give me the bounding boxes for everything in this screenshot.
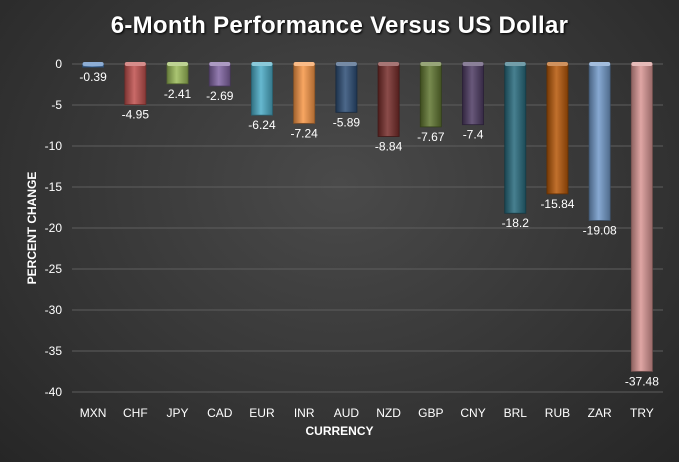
data-label-mxn: -0.39 xyxy=(79,70,107,84)
bars xyxy=(82,62,653,372)
x-tick-label: AUD xyxy=(334,406,360,420)
bar-cap xyxy=(82,62,104,66)
x-tick-label: CNY xyxy=(460,406,485,420)
y-tick-label: -20 xyxy=(45,221,63,235)
bar-cap xyxy=(335,62,357,66)
data-label-eur: -6.24 xyxy=(248,118,276,132)
data-label-aud: -5.89 xyxy=(333,115,361,129)
data-label-brl: -18.2 xyxy=(502,216,530,230)
bar-cap xyxy=(378,62,400,66)
bar-cap xyxy=(124,62,146,66)
data-label-nzd: -8.84 xyxy=(375,139,403,153)
bar-jpy xyxy=(166,63,189,85)
bar-cap xyxy=(209,62,231,66)
x-tick-label: GBP xyxy=(418,406,443,420)
bar-rub xyxy=(546,63,569,195)
data-label-inr: -7.24 xyxy=(290,126,318,140)
y-tick-label: -35 xyxy=(45,344,63,358)
bar-cap xyxy=(293,62,315,66)
bar-eur xyxy=(251,63,273,116)
y-tick-label: -40 xyxy=(45,385,63,399)
bar-cap xyxy=(462,62,484,66)
x-tick-label: NZD xyxy=(376,406,401,420)
data-label-zar: -19.08 xyxy=(583,223,617,237)
bar-cny xyxy=(462,63,484,126)
chart-title: 6-Month Performance Versus US Dollar xyxy=(110,12,569,39)
data-labels: -0.39 -4.95 -2.41 -2.69 -6.24 -7.24 -5.89 -8.84… xyxy=(79,70,659,388)
x-tick-label: ZAR xyxy=(588,406,612,420)
y-tick-label: -5 xyxy=(51,98,62,112)
y-tick-label: -15 xyxy=(45,180,63,194)
bar-cap xyxy=(251,62,273,66)
x-tick-label: BRL xyxy=(504,406,528,420)
x-tick-label: CHF xyxy=(123,406,148,420)
gridlines xyxy=(72,63,663,393)
bar-cap xyxy=(420,62,442,66)
data-label-jpy: -2.41 xyxy=(164,87,192,101)
bar-cap xyxy=(504,62,526,66)
y-tick-labels: 0 -5 -10 -15 -20 -25 -30 -35 -40 xyxy=(45,57,63,399)
x-tick-label: JPY xyxy=(167,406,189,420)
x-tick-label: EUR xyxy=(249,406,275,420)
bar-inr xyxy=(293,63,316,124)
bar-cap xyxy=(589,62,611,66)
y-tick-label: -30 xyxy=(45,303,63,317)
bar-cap xyxy=(631,62,653,66)
data-label-gbp: -7.67 xyxy=(417,130,445,144)
bar-zar xyxy=(588,63,611,221)
x-tick-label: MXN xyxy=(80,406,107,420)
data-label-try: -37.48 xyxy=(625,374,659,388)
data-label-rub: -15.84 xyxy=(540,197,574,211)
y-tick-label: -25 xyxy=(45,262,63,276)
x-tick-label: CAD xyxy=(207,406,233,420)
bar-cap xyxy=(546,62,569,66)
x-axis-label: CURRENCY xyxy=(305,424,374,438)
bar-chf xyxy=(124,63,147,105)
bar-gbp xyxy=(419,63,442,128)
bar-brl xyxy=(504,63,527,214)
x-tick-labels: MXN CHF JPY CAD EUR INR AUD NZD GBP CNY BRL RUB ZAR T… xyxy=(80,406,654,420)
bar-cap xyxy=(166,62,189,66)
bar-cad xyxy=(208,63,231,87)
data-label-cny: -7.4 xyxy=(463,128,484,142)
x-tick-label: RUB xyxy=(545,406,570,420)
y-tick-label: 0 xyxy=(55,57,62,71)
data-label-cad: -2.69 xyxy=(206,89,234,103)
x-tick-label: INR xyxy=(294,406,315,420)
bar-try xyxy=(630,63,653,372)
data-label-chf: -4.95 xyxy=(122,108,150,122)
x-tick-label: TRY xyxy=(630,406,654,420)
bar-nzd xyxy=(377,63,400,137)
bar-aud xyxy=(335,63,358,113)
y-tick-label: -10 xyxy=(45,139,63,153)
